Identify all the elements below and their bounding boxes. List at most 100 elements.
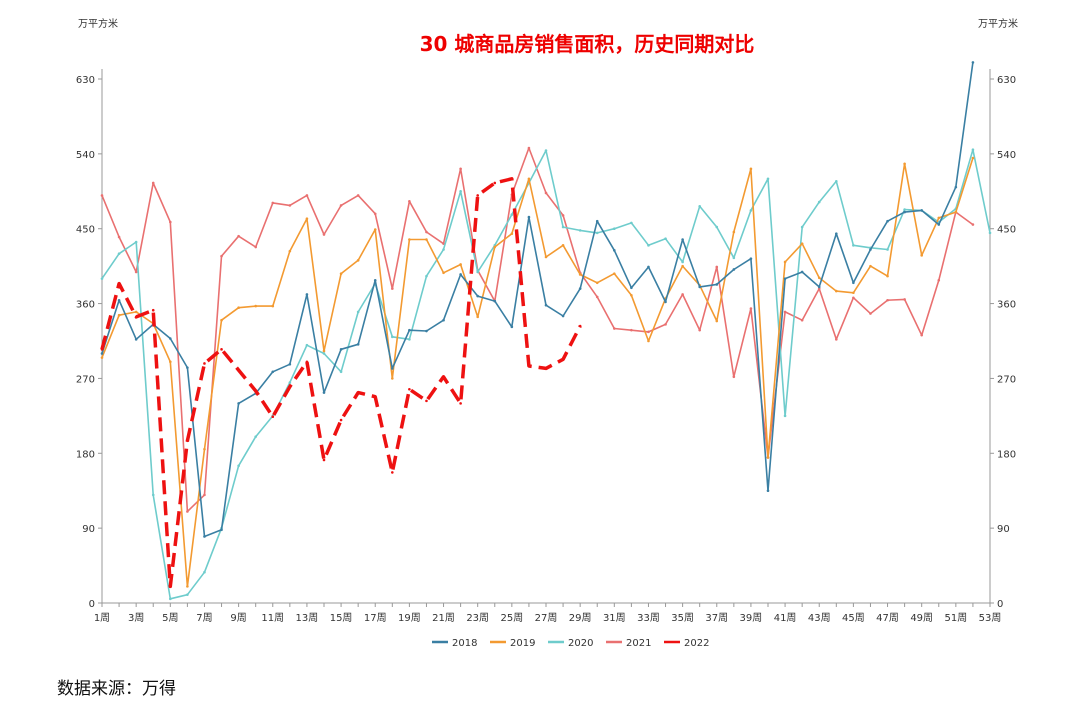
data-point-2020 <box>749 209 753 212</box>
data-point-2021 <box>134 270 138 274</box>
x-tick-label: 21周 <box>432 612 455 624</box>
data-point-2018 <box>476 294 479 298</box>
data-point-2019 <box>613 272 616 275</box>
x-tick-label: 9周 <box>230 612 246 624</box>
x-tick-label: 45周 <box>842 612 865 624</box>
data-point-2021 <box>630 328 633 332</box>
series-2021 <box>100 146 975 513</box>
data-point-2020 <box>800 225 804 229</box>
data-point-2018 <box>117 298 121 302</box>
data-point-2018 <box>203 535 206 538</box>
series-2018 <box>100 61 975 538</box>
series-line-2018 <box>101 62 974 538</box>
x-tick-label: 13周 <box>296 612 319 624</box>
chart-title: 30 城商品房销售面积，历史同期对比 <box>420 32 755 56</box>
x-tick-label: 51周 <box>944 612 967 624</box>
data-point-2019 <box>220 318 223 322</box>
data-point-2020 <box>732 256 736 260</box>
data-point-2019 <box>561 244 565 247</box>
data-point-2022 <box>220 348 223 351</box>
data-point-2018 <box>425 329 428 333</box>
data-point-2021 <box>971 223 975 226</box>
data-point-2021 <box>749 307 753 310</box>
data-point-2021 <box>169 220 172 224</box>
legend-label-2020: 2020 <box>568 638 593 649</box>
data-point-2022 <box>510 177 514 181</box>
series-line-2022 <box>100 177 582 589</box>
series-line-2019 <box>101 157 974 588</box>
data-point-2019 <box>681 264 684 268</box>
data-point-2022 <box>459 402 462 405</box>
data-point-2019 <box>630 293 633 297</box>
data-point-2018 <box>630 286 633 290</box>
data-point-2018 <box>527 215 531 219</box>
data-point-2021 <box>373 212 377 216</box>
x-tick-label: 3周 <box>128 612 144 624</box>
x-tick-label: 53周 <box>979 612 1002 624</box>
data-point-2022 <box>288 385 292 389</box>
data-point-2021 <box>117 235 121 239</box>
x-tick-label: 33周 <box>637 612 660 624</box>
x-tick-label: 27周 <box>535 612 558 624</box>
data-point-2020 <box>835 180 838 183</box>
data-point-2020 <box>578 229 582 232</box>
data-point-2019 <box>117 313 121 317</box>
x-tick-label: 29周 <box>569 612 592 624</box>
data-point-2022 <box>356 391 360 394</box>
data-point-2020 <box>783 414 787 418</box>
data-point-2022 <box>476 194 479 197</box>
y-tick-label-left: 180 <box>76 449 95 460</box>
data-point-2020 <box>664 237 667 240</box>
data-point-2019 <box>869 264 872 268</box>
data-point-2020 <box>988 231 992 235</box>
data-point-2021 <box>800 318 804 322</box>
data-point-2020 <box>971 148 975 151</box>
x-tick-label: 31周 <box>603 612 626 624</box>
x-tick-label: 1周 <box>94 612 110 624</box>
data-point-2022 <box>169 585 172 588</box>
data-point-2018 <box>100 352 104 355</box>
data-point-2018 <box>664 300 667 304</box>
y-tick-label-right: 0 <box>997 599 1003 610</box>
data-point-2021 <box>254 245 257 249</box>
data-point-2018 <box>186 366 189 369</box>
data-point-2018 <box>954 185 958 189</box>
data-point-2021 <box>715 265 719 269</box>
data-point-2020 <box>288 381 292 384</box>
y-tick-label-right: 630 <box>997 75 1016 86</box>
data-point-2022 <box>203 362 206 365</box>
data-point-2021 <box>322 233 326 236</box>
data-point-2021 <box>237 234 240 238</box>
data-point-2022 <box>237 368 240 372</box>
data-point-2018 <box>835 232 838 236</box>
x-tick-label: 19周 <box>398 612 421 624</box>
data-point-2018 <box>749 257 753 260</box>
data-point-2018 <box>817 285 821 289</box>
data-point-2019 <box>288 249 292 253</box>
data-point-2020 <box>339 370 343 374</box>
x-tick-label: 43周 <box>808 612 831 624</box>
data-point-2022 <box>339 418 343 422</box>
data-point-2019 <box>954 210 958 214</box>
data-point-2018 <box>220 528 223 532</box>
data-point-2022 <box>442 375 445 379</box>
x-tick-label: 49周 <box>910 612 933 624</box>
data-point-2019 <box>800 242 804 245</box>
data-point-2019 <box>203 447 206 451</box>
data-point-2022 <box>254 389 257 393</box>
data-point-2021 <box>356 194 360 197</box>
data-point-2019 <box>493 245 497 249</box>
data-point-2020 <box>544 149 548 152</box>
y-tick-label-right: 360 <box>997 300 1016 311</box>
x-tick-label: 35周 <box>671 612 694 624</box>
data-point-2019 <box>237 306 240 310</box>
data-point-2019 <box>442 271 445 275</box>
data-point-2022 <box>322 458 326 462</box>
source-note: 数据来源：万得 <box>57 679 176 699</box>
data-point-2018 <box>903 210 906 214</box>
data-point-2022 <box>186 439 189 443</box>
series-layer <box>100 61 992 601</box>
data-point-2018 <box>339 348 343 351</box>
data-point-2020 <box>510 213 514 216</box>
data-point-2019 <box>886 274 889 278</box>
